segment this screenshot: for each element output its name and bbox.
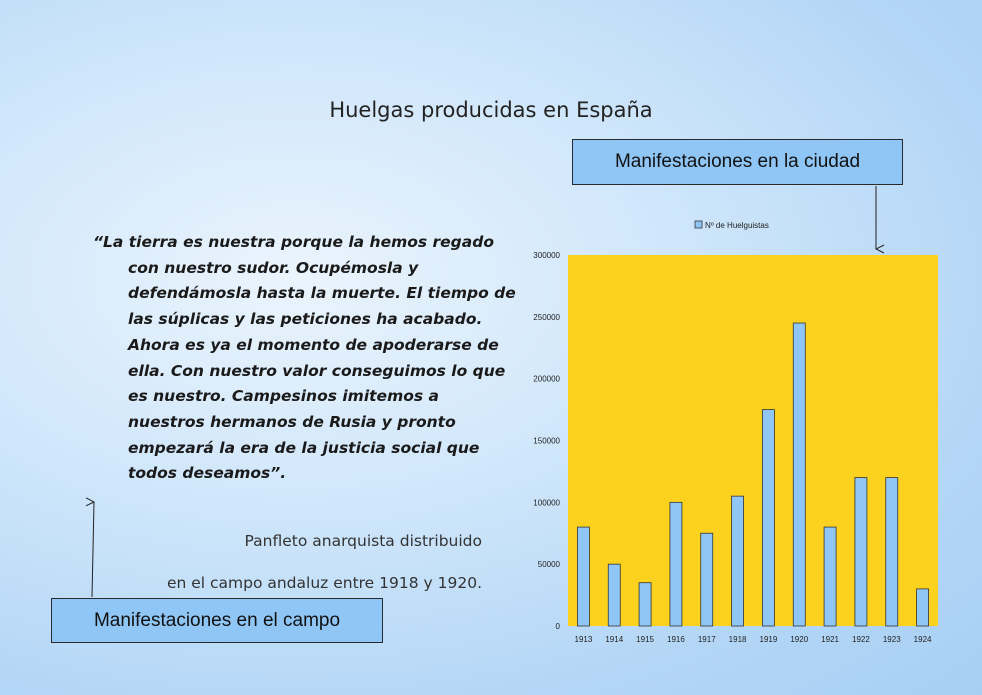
page-title: Huelgas producidas en España <box>329 98 653 122</box>
field-protests-text: Manifestaciones en el campo <box>93 609 341 631</box>
y-tick-label: 150000 <box>533 437 560 446</box>
field-arrow <box>92 502 94 598</box>
x-tick-label: 1922 <box>852 635 870 644</box>
x-tick-label: 1918 <box>729 635 747 644</box>
x-tick-label: 1913 <box>575 635 593 644</box>
x-tick-label: 1914 <box>605 635 623 644</box>
bar-1913 <box>577 526 590 627</box>
x-tick-label: 1916 <box>667 635 685 644</box>
y-tick-label: 0 <box>556 622 561 631</box>
city-protests-text: Manifestaciones en la ciudad <box>614 151 861 172</box>
bar-1922 <box>854 477 868 627</box>
attribution-line-2: en el campo andaluz entre 1918 y 1920. <box>166 574 482 592</box>
y-tick-label: 250000 <box>533 313 560 322</box>
y-tick-label: 50000 <box>538 560 561 569</box>
legend-label: Nº de Huelguistas <box>705 221 769 230</box>
x-tick-label: 1920 <box>790 635 808 644</box>
y-tick-label: 100000 <box>533 498 560 507</box>
bar-1915 <box>638 582 652 627</box>
bar-1914 <box>607 563 621 627</box>
bar-1924 <box>916 588 929 627</box>
y-tick-label: 200000 <box>533 375 560 384</box>
y-tick-label: 300000 <box>533 251 560 260</box>
bar-1916 <box>669 501 683 627</box>
bar-1917 <box>700 532 714 627</box>
bar-1920 <box>792 322 806 627</box>
bar-1921 <box>823 526 837 627</box>
plot-area <box>568 255 938 626</box>
x-tick-label: 1921 <box>821 635 839 644</box>
bar-1923 <box>885 477 899 627</box>
attribution-line-1: Panfleto anarquista distribuido <box>244 532 483 550</box>
legend-swatch <box>694 220 703 229</box>
x-tick-label: 1915 <box>636 635 654 644</box>
x-tick-label: 1924 <box>914 635 932 644</box>
bar-1919 <box>762 409 775 627</box>
x-tick-label: 1919 <box>760 635 778 644</box>
city-protests-label: Manifestaciones en la ciudad <box>572 139 903 185</box>
anarchist-quote: “La tierra es nuestra porque la hemos re… <box>93 233 516 483</box>
x-tick-label: 1923 <box>883 635 901 644</box>
bar-1918 <box>731 495 744 627</box>
x-tick-label: 1917 <box>698 635 716 644</box>
field-protests-label: Manifestaciones en el campo <box>51 598 383 643</box>
